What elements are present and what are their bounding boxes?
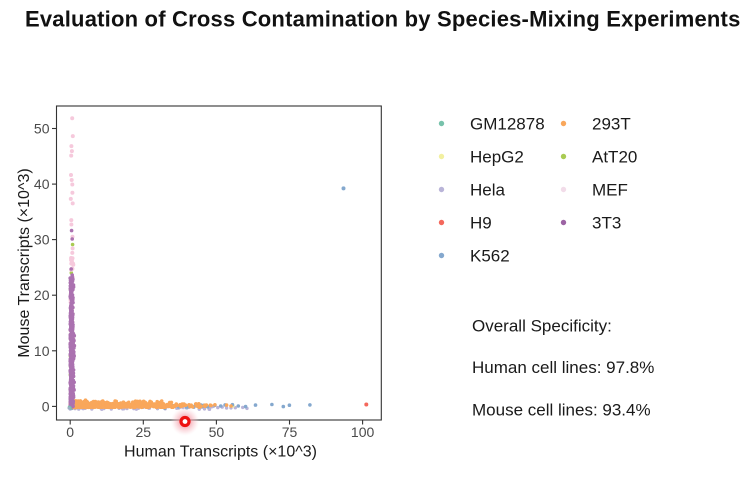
svg-text:K562: K562 — [470, 247, 510, 266]
svg-text:0: 0 — [42, 398, 50, 414]
svg-text:50: 50 — [209, 424, 225, 440]
svg-text:Human Transcripts (×10^3): Human Transcripts (×10^3) — [124, 444, 317, 461]
svg-text:25: 25 — [136, 424, 152, 440]
svg-text:H9: H9 — [470, 214, 492, 233]
svg-text:10: 10 — [34, 343, 50, 359]
svg-text:HepG2: HepG2 — [470, 148, 524, 167]
svg-text:Evaluation of Cross Contaminat: Evaluation of Cross Contamination by Spe… — [25, 7, 741, 32]
svg-text:AtT20: AtT20 — [592, 148, 637, 167]
svg-text:Hela: Hela — [470, 181, 506, 200]
svg-text:MEF: MEF — [592, 181, 628, 200]
svg-text:Mouse Transcripts (×10^3): Mouse Transcripts (×10^3) — [16, 168, 33, 357]
svg-text:Human cell lines: 97.8%: Human cell lines: 97.8% — [472, 358, 654, 377]
svg-text:0: 0 — [66, 424, 74, 440]
svg-text:3T3: 3T3 — [592, 214, 621, 233]
svg-text:40: 40 — [34, 176, 50, 192]
svg-text:293T: 293T — [592, 115, 631, 134]
svg-text:30: 30 — [34, 232, 50, 248]
svg-text:75: 75 — [282, 424, 298, 440]
svg-text:GM12878: GM12878 — [470, 115, 545, 134]
svg-text:Mouse cell lines: 93.4%: Mouse cell lines: 93.4% — [472, 401, 651, 420]
svg-text:Overall Specificity:: Overall Specificity: — [472, 317, 612, 336]
svg-text:20: 20 — [34, 287, 50, 303]
svg-text:50: 50 — [34, 121, 50, 137]
svg-text:100: 100 — [351, 424, 375, 440]
